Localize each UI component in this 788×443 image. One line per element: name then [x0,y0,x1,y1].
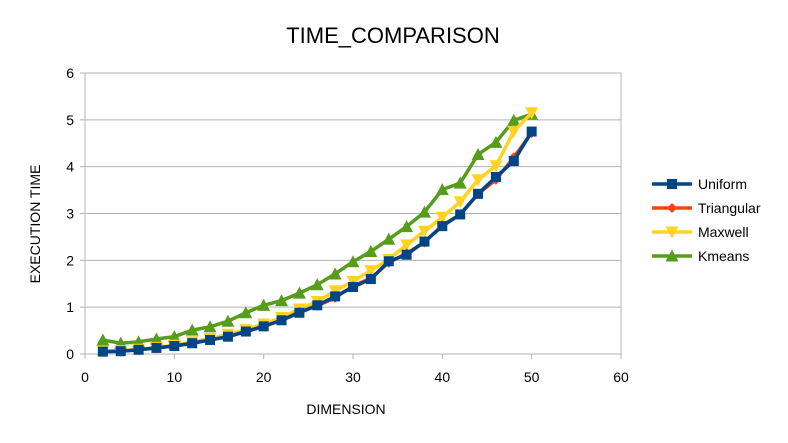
data-point-uniform [508,156,519,167]
data-point-uniform [205,334,216,345]
legend: Uniform Triangular Maxwell Kmeans [652,176,761,264]
data-point-kmeans [257,298,271,311]
data-point-uniform [133,344,144,355]
data-point-uniform [312,300,323,311]
data-point-kmeans [435,183,449,196]
legend-item-uniform: Uniform [652,176,747,192]
data-point-maxwell [507,126,521,139]
data-point-maxwell [364,265,378,278]
data-point-kmeans [275,294,289,307]
x-tick-label: 10 [167,369,183,385]
x-axis-label: DIMENSION [306,401,385,417]
series-line-triangular [102,131,534,354]
legend-item-triangular: Triangular [652,200,761,216]
legend-swatch-marker [667,203,677,213]
data-point-uniform [294,307,305,318]
x-tick-label: 20 [256,369,272,385]
data-point-kmeans [96,333,110,346]
data-point-uniform [437,221,448,232]
data-point-maxwell [525,107,539,120]
data-point-maxwell [453,196,467,209]
data-point-kmeans [364,244,378,257]
legend-label: Triangular [698,200,761,216]
chart-title: TIME_COMPARISON [286,23,500,48]
series-kmeans [96,107,539,349]
data-point-kmeans [149,332,163,345]
data-point-maxwell [328,285,342,298]
data-point-uniform [401,249,412,260]
x-tick-label: 60 [613,369,629,385]
data-point-kmeans [185,323,199,336]
y-tick-label: 2 [66,252,74,268]
y-tick-label: 1 [66,299,74,315]
data-point-maxwell [400,239,414,252]
series-uniform [97,126,537,357]
data-point-kmeans [507,113,521,126]
data-point-maxwell [417,225,431,238]
y-tick-label: 0 [66,346,74,362]
y-tick-label: 4 [66,159,74,175]
legend-item-kmeans: Kmeans [652,248,749,264]
series-maxwell [96,107,539,358]
y-tick-label: 3 [66,206,74,222]
data-point-uniform [151,342,162,353]
legend-item-maxwell: Maxwell [652,224,749,240]
data-point-kmeans [453,176,467,189]
data-point-uniform [258,321,269,332]
data-point-uniform [419,236,430,247]
data-point-uniform [222,331,233,342]
x-tick-label: 40 [435,369,451,385]
legend-label: Uniform [698,176,747,192]
data-point-kmeans [167,330,181,343]
series-line-maxwell [102,111,533,353]
y-tick-label: 6 [66,65,74,81]
data-point-uniform [97,346,108,357]
data-point-uniform [115,346,126,357]
data-point-kmeans [471,147,485,161]
x-tick-label: 0 [81,369,89,385]
data-point-kmeans [292,286,306,299]
series-triangular [97,127,537,357]
data-point-kmeans [203,320,217,333]
series-line-uniform [102,130,534,354]
y-axis-label: EXECUTION TIME [27,165,43,284]
data-point-uniform [526,126,537,137]
data-point-uniform [473,188,484,199]
data-point-uniform [276,315,287,326]
data-point-kmeans [239,306,253,319]
data-point-maxwell [489,160,503,173]
legend-swatch-marker [665,226,679,239]
data-point-maxwell [471,174,485,187]
x-axis-ticks: 0 10 20 30 40 50 60 [81,354,629,385]
data-point-uniform [365,274,376,285]
data-point-uniform [455,209,466,220]
legend-swatch-marker [667,179,677,189]
data-point-uniform [490,171,501,182]
data-point-uniform [240,326,251,337]
data-point-uniform [169,341,180,352]
data-point-kmeans [382,232,396,245]
y-axis-ticks: 0 1 2 3 4 5 6 [66,65,85,362]
data-point-kmeans [346,255,360,268]
data-point-uniform [187,338,198,349]
x-tick-label: 50 [524,369,540,385]
x-tick-label: 30 [345,369,361,385]
data-point-uniform [330,291,341,302]
data-point-kmeans [328,267,342,280]
legend-label: Kmeans [698,248,749,264]
data-point-kmeans [400,220,414,233]
series-layer [96,107,539,358]
legend-label: Maxwell [698,224,749,240]
data-point-kmeans [489,135,503,148]
data-point-uniform [383,256,394,267]
data-point-kmeans [417,205,431,218]
y-tick-label: 5 [66,112,74,128]
data-point-kmeans [310,278,324,291]
data-point-uniform [348,282,358,293]
data-point-kmeans [221,314,235,327]
gridlines [85,72,622,355]
data-point-maxwell [435,211,449,224]
legend-swatch-marker [665,249,679,262]
